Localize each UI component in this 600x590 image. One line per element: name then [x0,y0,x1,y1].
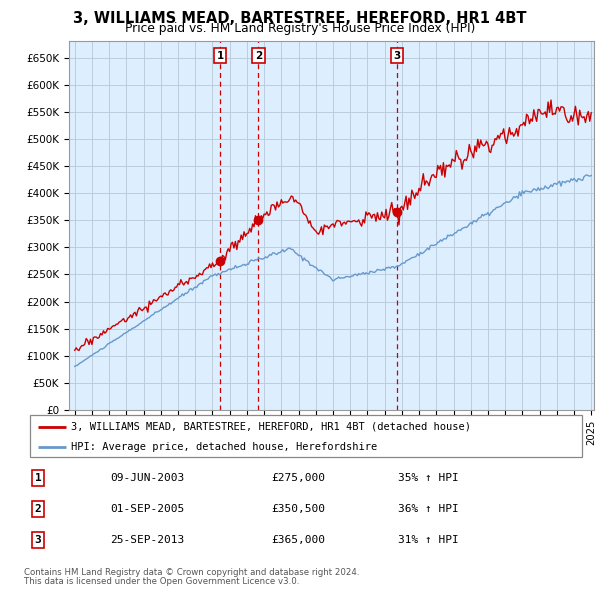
Text: 09-JUN-2003: 09-JUN-2003 [110,473,184,483]
Text: 35% ↑ HPI: 35% ↑ HPI [398,473,459,483]
Text: Contains HM Land Registry data © Crown copyright and database right 2024.: Contains HM Land Registry data © Crown c… [24,568,359,576]
FancyBboxPatch shape [30,415,582,457]
Text: 2: 2 [255,51,262,61]
Text: HPI: Average price, detached house, Herefordshire: HPI: Average price, detached house, Here… [71,442,377,451]
Text: £275,000: £275,000 [271,473,325,483]
Text: This data is licensed under the Open Government Licence v3.0.: This data is licensed under the Open Gov… [24,577,299,586]
Text: £350,500: £350,500 [271,504,325,514]
Text: 31% ↑ HPI: 31% ↑ HPI [398,535,459,545]
Text: 25-SEP-2013: 25-SEP-2013 [110,535,184,545]
Text: £365,000: £365,000 [271,535,325,545]
Text: 1: 1 [35,473,41,483]
Text: 3: 3 [35,535,41,545]
Text: 3, WILLIAMS MEAD, BARTESTREE, HEREFORD, HR1 4BT: 3, WILLIAMS MEAD, BARTESTREE, HEREFORD, … [73,11,527,25]
Text: 1: 1 [217,51,224,61]
Text: 36% ↑ HPI: 36% ↑ HPI [398,504,459,514]
Text: 01-SEP-2005: 01-SEP-2005 [110,504,184,514]
Text: Price paid vs. HM Land Registry's House Price Index (HPI): Price paid vs. HM Land Registry's House … [125,22,475,35]
Text: 3: 3 [394,51,401,61]
Text: 3, WILLIAMS MEAD, BARTESTREE, HEREFORD, HR1 4BT (detached house): 3, WILLIAMS MEAD, BARTESTREE, HEREFORD, … [71,422,472,432]
Text: 2: 2 [35,504,41,514]
